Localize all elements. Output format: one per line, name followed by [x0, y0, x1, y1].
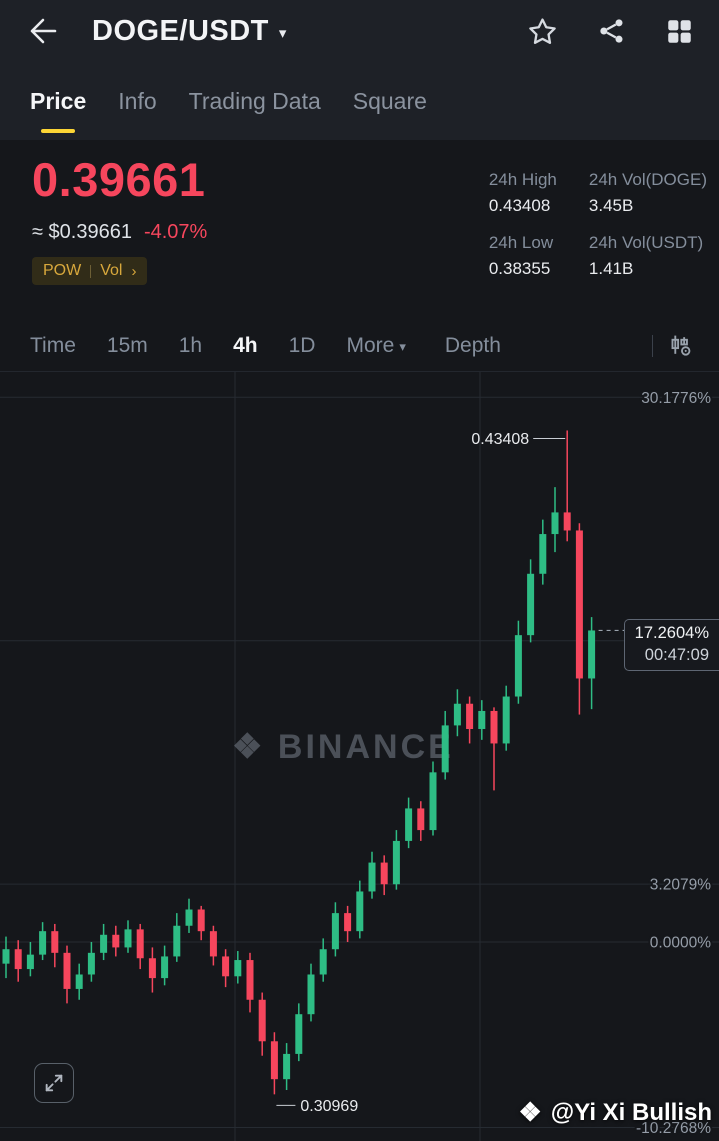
- symbol-selector[interactable]: DOGE/USDT ▾: [92, 15, 286, 48]
- badge-divider: [90, 264, 92, 278]
- badge-pow-label: POW: [43, 262, 82, 279]
- depth-button[interactable]: Depth: [444, 333, 501, 357]
- svg-text:3.2079%: 3.2079%: [650, 877, 711, 894]
- interval-time[interactable]: Time: [30, 333, 76, 357]
- page-title: DOGE/USDT: [92, 14, 269, 47]
- chart-settings-icon: [671, 335, 691, 356]
- chevron-right-icon: ›: [131, 262, 137, 280]
- current-change-percent: 17.2604%: [634, 624, 709, 643]
- share-icon: [600, 19, 623, 43]
- apps-grid-button[interactable]: [666, 18, 693, 45]
- svg-text:0.43408: 0.43408: [471, 431, 529, 448]
- grid-icon: [668, 19, 691, 43]
- svg-text:0.0000%: 0.0000%: [650, 935, 711, 952]
- chart-settings-button[interactable]: [668, 333, 693, 358]
- current-price-tag: 17.2604% 00:47:09: [623, 619, 719, 672]
- header: DOGE/USDT ▾: [0, 0, 719, 62]
- svg-text:❖ BINANCE: ❖ BINANCE: [232, 728, 454, 766]
- author-watermark-text: @Yi Xi Bullish: [550, 1098, 712, 1126]
- chevron-down-icon: ▾: [278, 25, 287, 42]
- fiat-equivalent: ≈ $0.39661: [32, 221, 132, 243]
- tab-square[interactable]: Square: [353, 62, 427, 140]
- badge-vol-label: Vol: [100, 262, 123, 279]
- price-panel: 0.39661 ≈ $0.39661 -4.07% POW Vol › 24h …: [0, 140, 719, 320]
- stat-24h-high: 24h High 0.43408: [488, 170, 557, 215]
- more-intervals-button[interactable]: More ▾: [346, 333, 406, 357]
- share-button[interactable]: [598, 17, 626, 45]
- stat-24h-vol-doge: 24h Vol(DOGE) 3.45B: [588, 170, 707, 215]
- binance-diamond-icon: ❖: [518, 1097, 542, 1127]
- tab-label: Square: [352, 87, 427, 114]
- interval-toolbar: Time 15m 1h 4h 1D More ▾ Depth: [0, 320, 719, 371]
- stat-24h-vol-usdt: 24h Vol(USDT) 1.41B: [588, 233, 704, 278]
- tab-trading-data[interactable]: Trading Data: [189, 62, 321, 140]
- market-stats: 24h High 0.43408 24h Vol(DOGE) 3.45B 24h…: [489, 170, 707, 279]
- expand-icon: [45, 1074, 63, 1092]
- tab-price[interactable]: Price: [30, 62, 86, 140]
- tab-label: Price: [30, 87, 87, 114]
- tab-label: Info: [118, 87, 157, 114]
- stat-24h-low: 24h Low 0.38355: [488, 233, 554, 278]
- interval-4h[interactable]: 4h: [233, 333, 258, 357]
- candle-countdown: 00:47:09: [644, 646, 709, 665]
- toolbar-divider: [652, 334, 653, 357]
- svg-text:-10.2768%: -10.2768%: [636, 1120, 711, 1137]
- candlestick-svg[interactable]: ❖ BINANCE 0.43408 0.30969 30.1776% 3.2079% 0.…: [0, 372, 719, 1141]
- back-button[interactable]: [26, 15, 70, 47]
- candlestick-chart[interactable]: ❖ BINANCE 0.43408 0.30969 30.1776% 3.2079% 0.…: [0, 371, 719, 1141]
- interval-1d[interactable]: 1D: [288, 333, 316, 357]
- last-price: 0.39661: [32, 153, 206, 206]
- interval-1h[interactable]: 1h: [178, 333, 203, 357]
- top-bar-section: DOGE/USDT ▾: [0, 0, 719, 140]
- favorite-star-button[interactable]: [527, 16, 558, 47]
- back-arrow-icon: [30, 18, 57, 44]
- interval-15m[interactable]: 15m: [106, 333, 148, 357]
- tab-info[interactable]: Info: [118, 62, 156, 140]
- pow-vol-badge[interactable]: POW Vol ›: [32, 257, 148, 285]
- star-icon: [529, 17, 556, 44]
- author-watermark: ❖ @Yi Xi Bullish: [518, 1097, 712, 1128]
- active-tab-underline: [41, 129, 76, 133]
- svg-text:0.30969: 0.30969: [300, 1098, 358, 1115]
- tab-bar: Price Info Trading Data Square: [0, 62, 719, 140]
- svg-text:30.1776%: 30.1776%: [641, 390, 711, 407]
- tab-label: Trading Data: [188, 87, 321, 114]
- chevron-down-icon: ▾: [399, 339, 406, 354]
- price-change-percent: -4.07%: [143, 221, 208, 243]
- fullscreen-button[interactable]: [34, 1063, 74, 1103]
